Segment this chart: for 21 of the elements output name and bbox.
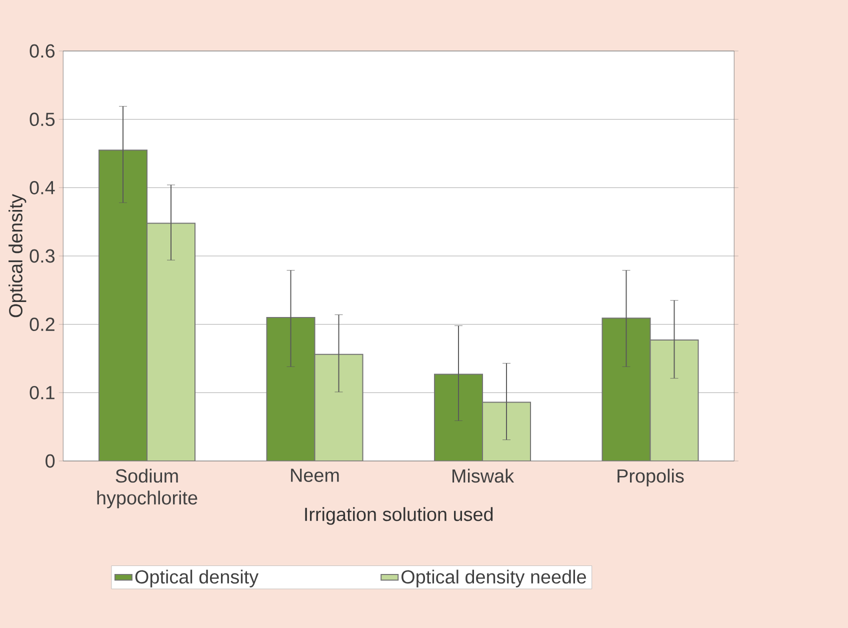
x-tick-label: Propolis: [618, 468, 684, 486]
bar: [98, 150, 148, 461]
x-axis-title: Irrigation solution used: [305, 507, 493, 525]
bar: [146, 222, 196, 461]
y-tick-label: 0.4: [30, 180, 55, 194]
bar: [602, 318, 651, 461]
x-tick-label: Neem: [291, 468, 339, 482]
y-tick-label: 0.6: [30, 44, 55, 58]
y-axis-title: Optical density: [8, 194, 26, 318]
y-tick-label: 0.2: [30, 318, 54, 332]
bar: [314, 354, 364, 461]
y-tick-label: 0: [46, 454, 55, 468]
legend-label: Optical density: [135, 570, 259, 588]
bar: [650, 340, 699, 461]
x-tick-label: Miswak: [452, 468, 514, 483]
y-tick-label: 0.3: [30, 249, 55, 263]
y-tick-label: 0.1: [30, 386, 54, 400]
x-tick-label: Sodium hypochlorite: [97, 468, 198, 508]
bar: [266, 316, 316, 461]
y-tick-label: 0.5: [30, 112, 55, 126]
legend-label: Optical density needle: [401, 570, 586, 588]
